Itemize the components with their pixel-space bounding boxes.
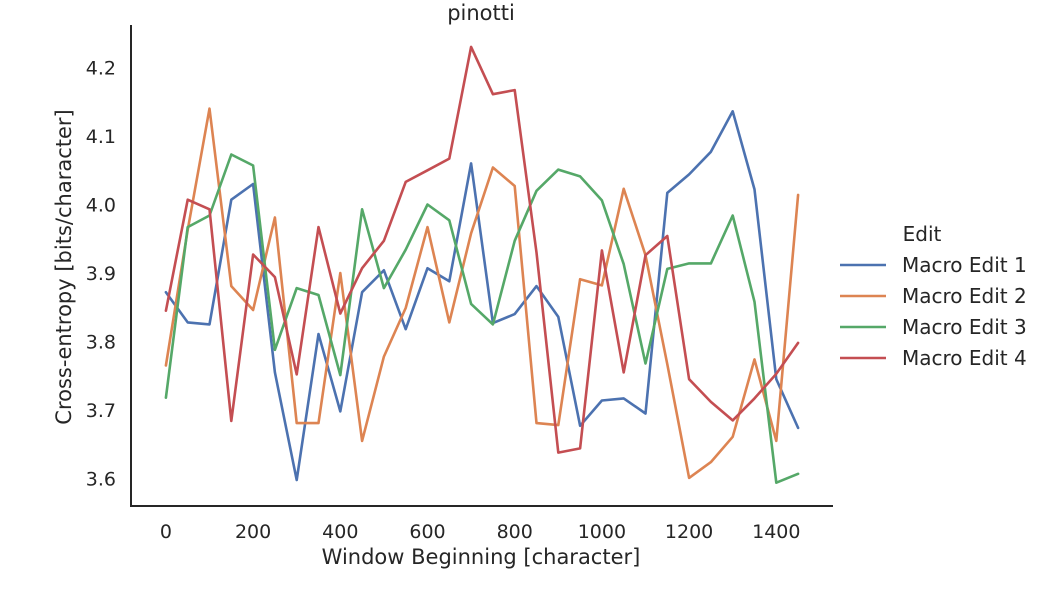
y-tick-label: 4.1 [86, 126, 116, 148]
y-tick-label: 4.0 [86, 195, 116, 217]
series-line-3 [164, 153, 800, 485]
x-tick-label: 1000 [578, 521, 626, 543]
y-tick-label: 3.7 [86, 400, 116, 422]
x-axis-label: Window Beginning [character] [322, 545, 641, 569]
plot-lines [164, 45, 800, 485]
legend-entry-label: Macro Edit 1 [902, 253, 1027, 277]
y-tick-label: 4.2 [86, 57, 116, 79]
series-line-2 [164, 107, 800, 480]
x-tick-label: 1200 [665, 521, 713, 543]
y-tick-label: 3.9 [86, 263, 116, 285]
chart-title: pinotti [447, 1, 515, 25]
series-line-4 [164, 45, 800, 454]
x-tick-label: 600 [409, 521, 445, 543]
y-tick-label: 3.8 [86, 332, 116, 354]
y-tick-label: 3.6 [86, 469, 116, 491]
x-tick-label: 200 [235, 521, 271, 543]
y-axis-label: Cross-entropy [bits/character] [52, 109, 76, 424]
x-tick-label: 1400 [752, 521, 800, 543]
x-tick-label: 400 [322, 521, 358, 543]
legend: Edit Macro Edit 1 Macro Edit 2 Macro Edit … [840, 222, 1027, 370]
y-axis-ticks: 3.6 3.7 3.8 3.9 4.0 4.1 4.2 [86, 57, 116, 490]
legend-entry-label: Macro Edit 4 [902, 346, 1027, 370]
x-tick-label: 800 [497, 521, 533, 543]
legend-entry-label: Macro Edit 2 [902, 284, 1027, 308]
x-axis-ticks: 0 200 400 600 800 1000 1200 1400 [160, 521, 801, 543]
series-line-1 [164, 110, 800, 482]
legend-entry-label: Macro Edit 3 [902, 315, 1027, 339]
legend-title: Edit [903, 222, 942, 246]
x-tick-label: 0 [160, 521, 172, 543]
